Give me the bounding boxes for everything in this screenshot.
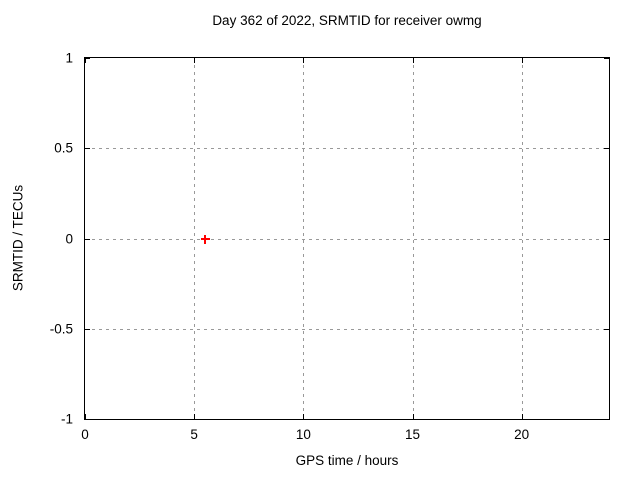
tick-mark <box>412 414 414 419</box>
y-tick-label: -0.5 <box>49 321 73 337</box>
gridline-horizontal <box>85 148 609 150</box>
x-tick-label: 20 <box>514 427 530 442</box>
chart-title: Day 362 of 2022, SRMTID for receiver owm… <box>212 13 482 28</box>
marker-vertical-bar <box>204 234 207 244</box>
tick-mark <box>85 58 86 63</box>
tick-mark <box>85 58 90 59</box>
tick-mark <box>412 58 414 63</box>
gridline-vertical <box>303 58 305 419</box>
gridline-horizontal <box>85 238 609 240</box>
gridline-vertical <box>412 58 414 419</box>
x-tick-label: 5 <box>190 427 198 442</box>
plot-area <box>84 57 610 420</box>
tick-mark <box>194 58 196 63</box>
gridline-vertical <box>194 58 196 419</box>
x-tick-label: 10 <box>295 427 311 442</box>
tick-mark <box>521 58 523 63</box>
tick-mark <box>85 148 90 150</box>
tick-mark <box>604 148 609 150</box>
tick-mark <box>521 414 523 419</box>
tick-mark <box>85 414 86 419</box>
y-tick-label: 0.5 <box>54 140 73 156</box>
x-tick-label: 15 <box>404 427 421 442</box>
tick-mark <box>85 328 90 330</box>
tick-mark <box>303 58 305 63</box>
tick-mark <box>194 414 196 419</box>
gridline-horizontal <box>85 328 609 330</box>
tick-mark <box>85 238 90 240</box>
y-tick-label: -1 <box>60 411 73 427</box>
x-axis-label: GPS time / hours <box>295 453 399 468</box>
tick-mark <box>604 419 609 420</box>
y-tick-label: 0 <box>65 231 73 246</box>
tick-mark <box>604 58 609 59</box>
gridline-vertical <box>521 58 523 419</box>
y-tick-label: 1 <box>65 50 73 66</box>
x-tick-label: 0 <box>81 427 89 442</box>
tick-mark <box>303 414 305 419</box>
tick-mark <box>85 419 90 420</box>
tick-mark <box>604 238 609 240</box>
tick-mark <box>604 328 609 330</box>
